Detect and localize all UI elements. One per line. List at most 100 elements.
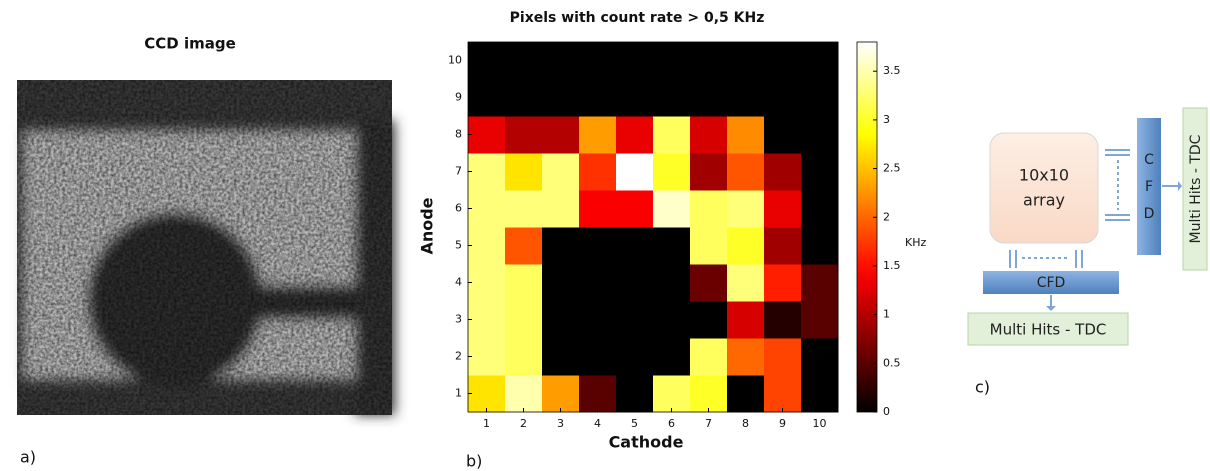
y-tick-label: 8 bbox=[455, 128, 462, 141]
heat-cell bbox=[579, 227, 617, 265]
cfd-letter: D bbox=[1144, 206, 1155, 222]
array-label: array bbox=[1023, 191, 1065, 210]
heat-cell bbox=[616, 338, 654, 376]
colorbar-tick-label: 2 bbox=[883, 210, 890, 223]
heat-cell bbox=[653, 190, 691, 228]
heat-cell bbox=[542, 116, 580, 154]
heat-cell bbox=[616, 227, 654, 265]
heat-cell bbox=[579, 264, 617, 302]
x-tick-label: 2 bbox=[520, 417, 527, 430]
heat-cell bbox=[764, 79, 802, 117]
x-tick-label: 1 bbox=[483, 417, 490, 430]
x-tick-label: 9 bbox=[779, 417, 786, 430]
heat-cell bbox=[727, 301, 765, 339]
heat-cell bbox=[468, 116, 506, 154]
x-tick-label: 10 bbox=[813, 417, 827, 430]
heat-cell bbox=[616, 79, 654, 117]
cfd-side-box bbox=[1137, 118, 1161, 255]
heat-cell bbox=[505, 190, 543, 228]
heat-cell bbox=[505, 116, 543, 154]
tdc-side-label: Multi Hits - TDC bbox=[1188, 134, 1204, 243]
cfd-letter: C bbox=[1144, 152, 1154, 168]
heat-cell bbox=[579, 42, 617, 80]
heat-cell bbox=[764, 301, 802, 339]
heat-cell bbox=[616, 190, 654, 228]
x-tick-label: 5 bbox=[631, 417, 638, 430]
heat-cell bbox=[727, 338, 765, 376]
heat-cell bbox=[616, 301, 654, 339]
heat-cell bbox=[542, 338, 580, 376]
array-label: 10x10 bbox=[1019, 166, 1069, 185]
heat-cell bbox=[727, 264, 765, 302]
colorbar-tick-label: 3 bbox=[883, 113, 890, 126]
heat-cell bbox=[505, 338, 543, 376]
heat-cell bbox=[579, 338, 617, 376]
heat-cell bbox=[690, 375, 728, 413]
x-tick-label: 3 bbox=[557, 417, 564, 430]
cfd-bottom-box bbox=[983, 271, 1119, 294]
y-tick-label: 5 bbox=[455, 239, 462, 252]
y-tick-label: 10 bbox=[448, 54, 462, 67]
y-tick-label: 3 bbox=[455, 313, 462, 326]
heat-cell bbox=[801, 116, 839, 154]
heat-cell bbox=[505, 227, 543, 265]
colorbar-tick-label: 3.5 bbox=[883, 64, 901, 77]
heat-cell bbox=[505, 42, 543, 80]
heat-cell bbox=[801, 153, 839, 191]
heat-cell bbox=[616, 116, 654, 154]
heat-cell bbox=[727, 42, 765, 80]
heat-cell bbox=[801, 79, 839, 117]
heat-cell bbox=[690, 153, 728, 191]
heat-cell bbox=[690, 116, 728, 154]
heat-cell bbox=[653, 375, 691, 413]
heat-cell bbox=[764, 264, 802, 302]
y-tick-label: 2 bbox=[455, 350, 462, 363]
heat-cell bbox=[505, 264, 543, 302]
heat-cell bbox=[505, 375, 543, 413]
heat-cell bbox=[653, 153, 691, 191]
diagram: 10x10 array C F D Multi Hits - TDC CFD M… bbox=[967, 107, 1208, 346]
colorbar-tick-label: 2.5 bbox=[883, 162, 901, 175]
heat-cell bbox=[468, 227, 506, 265]
heat-cell bbox=[653, 338, 691, 376]
heat-cell bbox=[764, 190, 802, 228]
heat-cell bbox=[468, 42, 506, 80]
heat-cell bbox=[579, 79, 617, 117]
heat-cell bbox=[690, 227, 728, 265]
heat-cell bbox=[505, 301, 543, 339]
heat-cell bbox=[801, 301, 839, 339]
colorbar-tick-label: 1 bbox=[883, 308, 890, 321]
tdc-side-box bbox=[1182, 107, 1208, 271]
cfd-letter: F bbox=[1145, 179, 1153, 195]
heat-cell bbox=[801, 264, 839, 302]
y-axis-label: Anode bbox=[418, 197, 437, 254]
heat-cell bbox=[653, 42, 691, 80]
colorbar-label: KHz bbox=[905, 236, 926, 249]
heat-cell bbox=[579, 153, 617, 191]
heat-cell bbox=[616, 375, 654, 413]
y-tick-label: 7 bbox=[455, 165, 462, 178]
heat-cell bbox=[579, 375, 617, 413]
heat-cell bbox=[616, 42, 654, 80]
heat-cell bbox=[801, 190, 839, 228]
heat-cell bbox=[764, 153, 802, 191]
heat-cell bbox=[764, 116, 802, 154]
heat-cell bbox=[468, 301, 506, 339]
heat-cell bbox=[764, 42, 802, 80]
heat-cell bbox=[505, 79, 543, 117]
colorbar-tick-label: 1.5 bbox=[883, 259, 901, 272]
heat-cell bbox=[801, 227, 839, 265]
heat-cell bbox=[727, 116, 765, 154]
x-tick-label: 6 bbox=[668, 417, 675, 430]
array-box bbox=[989, 132, 1099, 244]
heat-cell bbox=[801, 375, 839, 413]
heat-cell bbox=[727, 79, 765, 117]
heat-cell bbox=[690, 79, 728, 117]
heat-cell bbox=[653, 301, 691, 339]
heat-cell bbox=[801, 42, 839, 80]
heat-cell bbox=[542, 227, 580, 265]
connectors bbox=[1009, 149, 1178, 307]
heatmap: 1 2 3 4 5 6 7 8 9 10 1 2 3 4 5 6 7 8 9 10 0 0.5 1 1.5 2 2.5 3 3.5 bbox=[448, 41, 901, 430]
